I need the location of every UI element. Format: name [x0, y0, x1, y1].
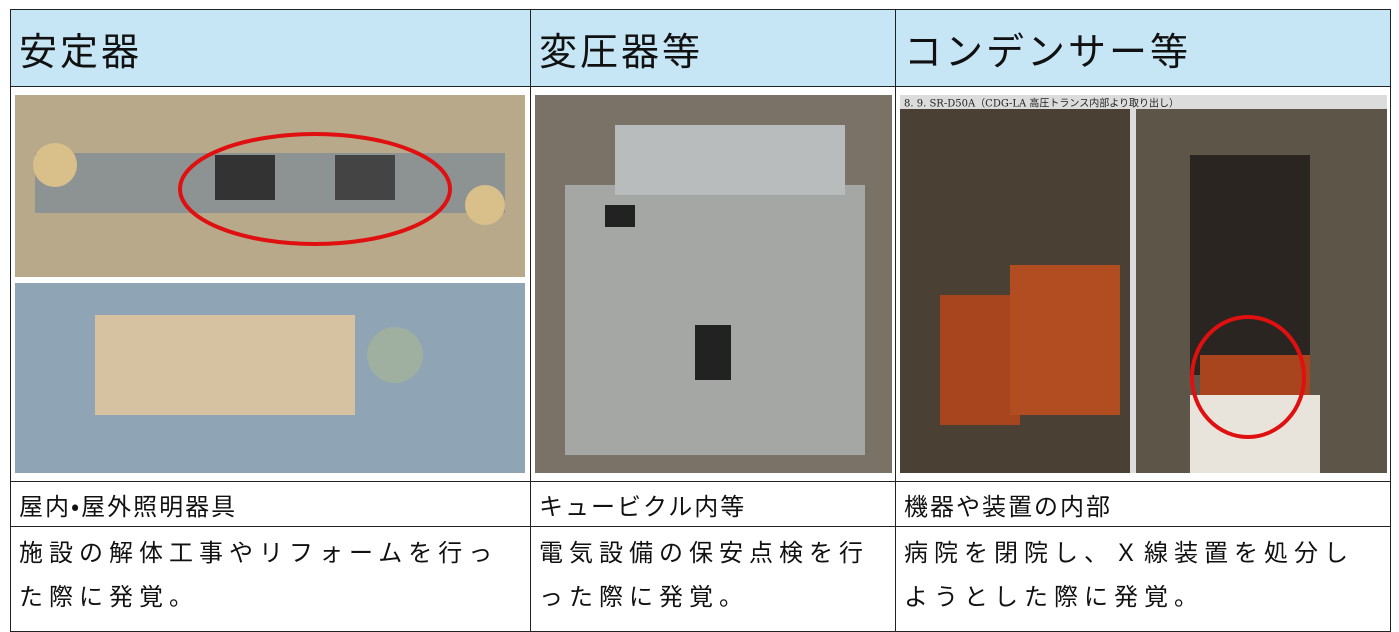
photo-transformer [535, 95, 892, 473]
cell: 施設の解体工事やリフォームを行った際に発覚。 [10, 526, 531, 632]
table-row: 施設の解体工事やリフォームを行った際に発覚。 電気設備の保安点検を行った際に発覚… [10, 526, 1391, 632]
table-row: 屋内・屋外照明器具 キュービクル内等 機器や装置の内部 [10, 481, 1391, 527]
cell: 機器や装置の内部 [895, 481, 1391, 527]
header-cell: 変圧器等 [530, 9, 896, 87]
header-cell: 安定器 [10, 9, 531, 87]
cell: 電気設備の保安点検を行った際に発覚。 [530, 526, 896, 632]
photo-cell: 8. 9. SR-D50A（CDG-LA 高圧トランス内部より取り出し） [895, 86, 1391, 482]
photo-ballast [15, 95, 525, 473]
header-row: 安定器 変圧器等 コンデンサー等 [10, 9, 1391, 87]
cell: 病院を閉院し、Ｘ線装置を処分しようとした際に発覚。 [895, 526, 1391, 632]
cell: 屋内・屋外照明器具 [10, 481, 531, 527]
photo-caption: 8. 9. SR-D50A（CDG-LA 高圧トランス内部より取り出し） [904, 97, 1179, 110]
photo-cell [10, 86, 531, 482]
table: 安定器 変圧器等 コンデンサー等 8. 9. SR-D50A（CDG-LA 高圧… [10, 9, 1391, 632]
photo-row: 8. 9. SR-D50A（CDG-LA 高圧トランス内部より取り出し） [10, 86, 1391, 482]
header-cell: コンデンサー等 [895, 9, 1391, 87]
photo-cell [530, 86, 896, 482]
photo-capacitor: 8. 9. SR-D50A（CDG-LA 高圧トランス内部より取り出し） [900, 95, 1387, 473]
cell: キュービクル内等 [530, 481, 896, 527]
